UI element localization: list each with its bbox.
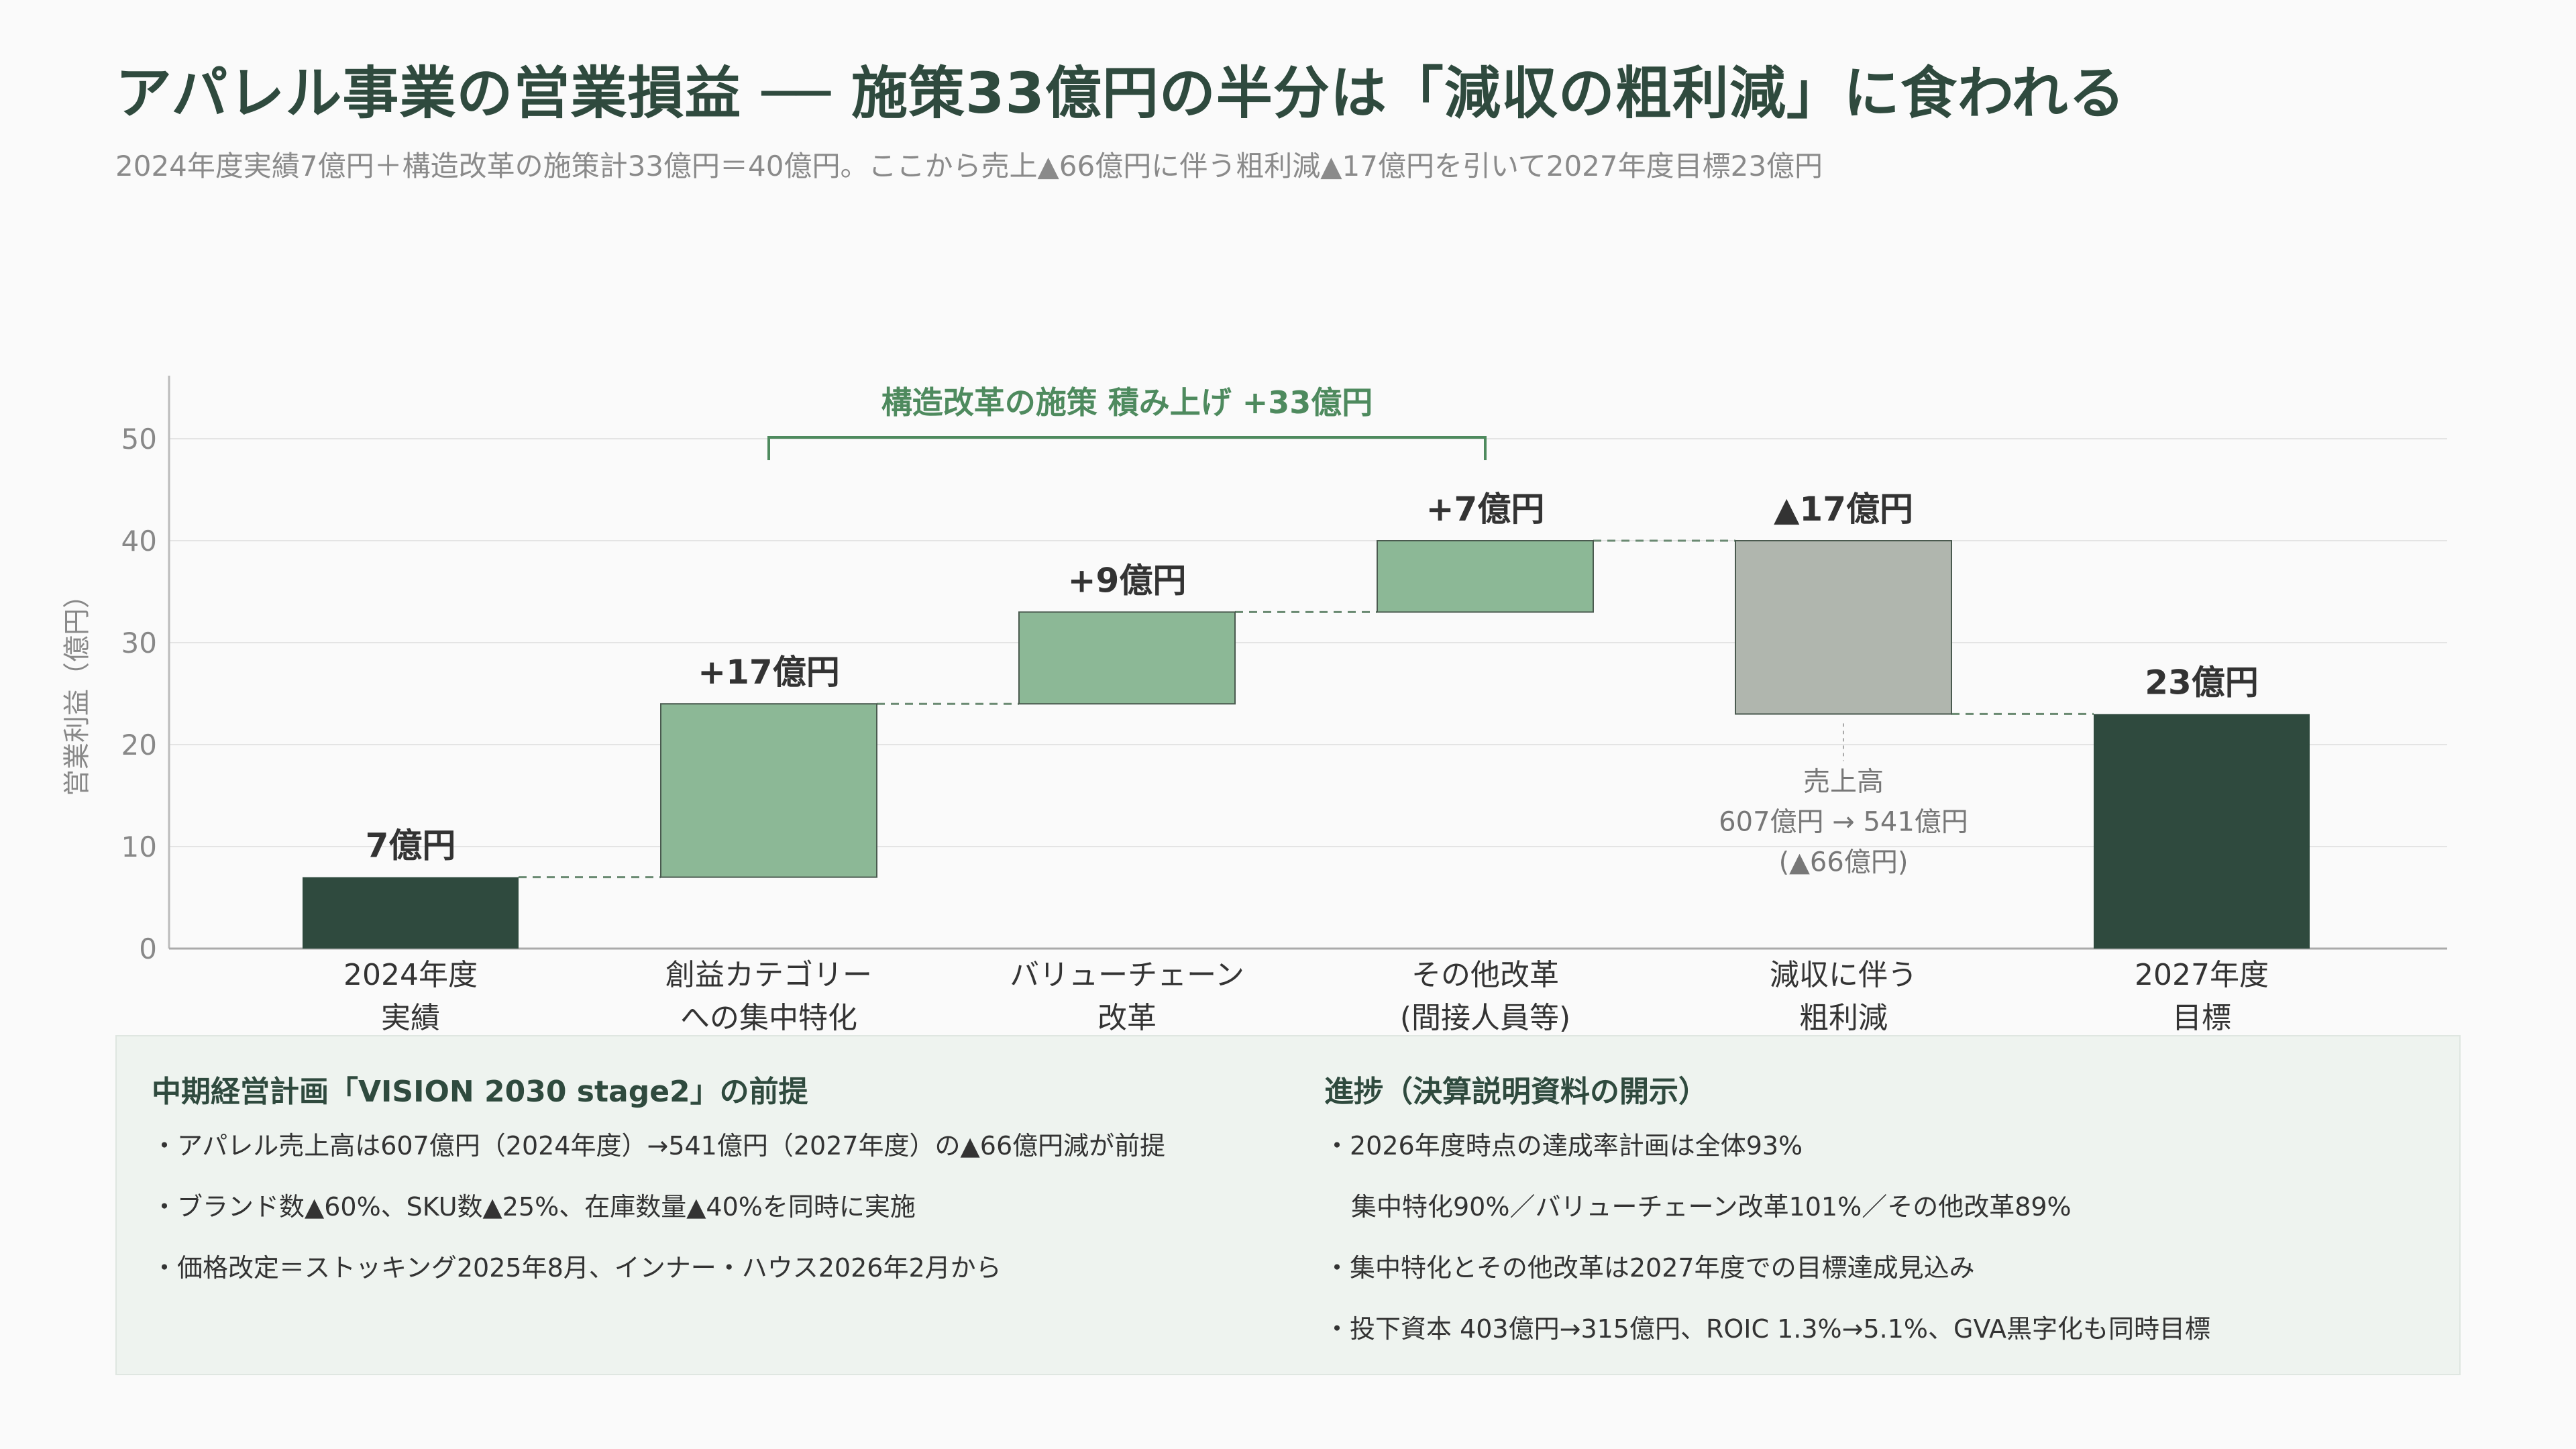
x-category-label: 減収に伴う bbox=[1770, 958, 1917, 992]
y-tick-label: 20 bbox=[121, 729, 157, 761]
bracket-label: 構造改革の施策 積み上げ +33億円 bbox=[881, 384, 1373, 421]
x-category-label: その他改革 bbox=[1411, 958, 1559, 992]
data-label: +7億円 bbox=[1426, 490, 1545, 529]
x-category-label: 2027年度 bbox=[2135, 958, 2269, 992]
y-axis-label: 営業利益（億円） bbox=[62, 582, 93, 796]
axes: 0 10 20 30 40 50 営業利益（億円） bbox=[62, 376, 2447, 965]
page-title: アパレル事業の営業損益 ── 施策33億円の半分は「減収の粗利減」に食われる bbox=[115, 60, 2126, 126]
x-category-label: 改革 bbox=[1097, 1001, 1157, 1035]
data-label: ▲17億円 bbox=[1774, 490, 1913, 529]
data-label: +9億円 bbox=[1068, 561, 1187, 600]
waterfall-chart: 0 10 20 30 40 50 営業利益（億円） 7億円 2024年度実績 +17億円創益カテ… bbox=[62, 376, 2447, 1035]
x-category-label: 粗利減 bbox=[1799, 1001, 1888, 1035]
bar bbox=[2094, 714, 2310, 949]
bar bbox=[660, 703, 877, 878]
footer-right-item: 集中特化90%／バリューチェーン改革101%／その他改革89% bbox=[1351, 1192, 2072, 1222]
footer-right-item: ・2026年度時点の達成率計画は全体93% bbox=[1324, 1131, 1803, 1161]
annotation: 売上高 607億円 → 541億円 (▲66億円) bbox=[1719, 723, 1968, 877]
footer-right-item: ・投下資本 403億円→315億円、ROIC 1.3%→5.1%、GVA黒字化も… bbox=[1324, 1314, 2211, 1344]
footer-right-column: 進捗（決算説明資料の開示） ・2026年度時点の達成率計画は全体93% 集中特化… bbox=[1324, 1067, 2438, 1375]
footer-right-item: ・集中特化とその他改革は2027年度での目標達成見込み bbox=[1324, 1253, 1975, 1283]
x-category-label: 2024年度 bbox=[343, 958, 478, 992]
bar bbox=[1377, 540, 1594, 613]
grid-lines bbox=[169, 438, 2447, 847]
x-category-label: 実績 bbox=[381, 1001, 440, 1035]
y-tick-label: 50 bbox=[121, 423, 157, 455]
bracket: 構造改革の施策 積み上げ +33億円 bbox=[767, 384, 1487, 460]
bar bbox=[303, 877, 519, 949]
connector-lines bbox=[519, 539, 2094, 879]
x-category-label: への集中特化 bbox=[680, 1001, 857, 1035]
x-category-label: (間接人員等) bbox=[1400, 1001, 1570, 1035]
data-label: +17億円 bbox=[698, 653, 839, 692]
footer-panel: 中期経営計画「VISION 2030 stage2」の前提 ・アパレル売上高は6… bbox=[115, 1035, 2461, 1375]
y-tick-label: 0 bbox=[139, 932, 157, 965]
footer-left-column: 中期経営計画「VISION 2030 stage2」の前提 ・アパレル売上高は6… bbox=[152, 1067, 1292, 1313]
y-tick-label: 30 bbox=[121, 627, 157, 659]
y-tick-label: 40 bbox=[121, 525, 157, 557]
y-tick-label: 10 bbox=[121, 830, 157, 863]
x-category-label: 創益カテゴリー bbox=[665, 958, 872, 992]
footer-left-heading: 中期経営計画「VISION 2030 stage2」の前提 bbox=[152, 1075, 808, 1109]
bar bbox=[1735, 540, 1952, 715]
data-label: 7億円 bbox=[366, 826, 456, 865]
footer-left-item: ・ブランド数▲60%、SKU数▲25%、在庫数量▲40%を同時に実施 bbox=[152, 1192, 916, 1222]
annotation-text: 607億円 → 541億円 bbox=[1719, 806, 1968, 837]
bar bbox=[1018, 611, 1236, 705]
x-category-label: 目標 bbox=[2172, 1001, 2231, 1035]
footer-left-item: ・アパレル売上高は607億円（2024年度）→541億円（2027年度）の▲66… bbox=[152, 1131, 1166, 1161]
annotation-text: 売上高 bbox=[1803, 766, 1884, 797]
page-subtitle: 2024年度実績7億円＋構造改革の施策計33億円＝40億円。ここから売上▲66億… bbox=[115, 150, 1823, 182]
footer-left-item: ・価格改定＝ストッキング2025年8月、インナー・ハウス2026年2月から bbox=[152, 1253, 1002, 1283]
data-label: 23億円 bbox=[2145, 663, 2259, 702]
footer-right-heading: 進捗（決算説明資料の開示） bbox=[1324, 1075, 1708, 1109]
bars bbox=[303, 540, 2310, 949]
bracket-line bbox=[767, 436, 1487, 460]
annotation-text: (▲66億円) bbox=[1779, 847, 1909, 877]
x-category-label: バリューチェーン bbox=[1010, 958, 1244, 992]
